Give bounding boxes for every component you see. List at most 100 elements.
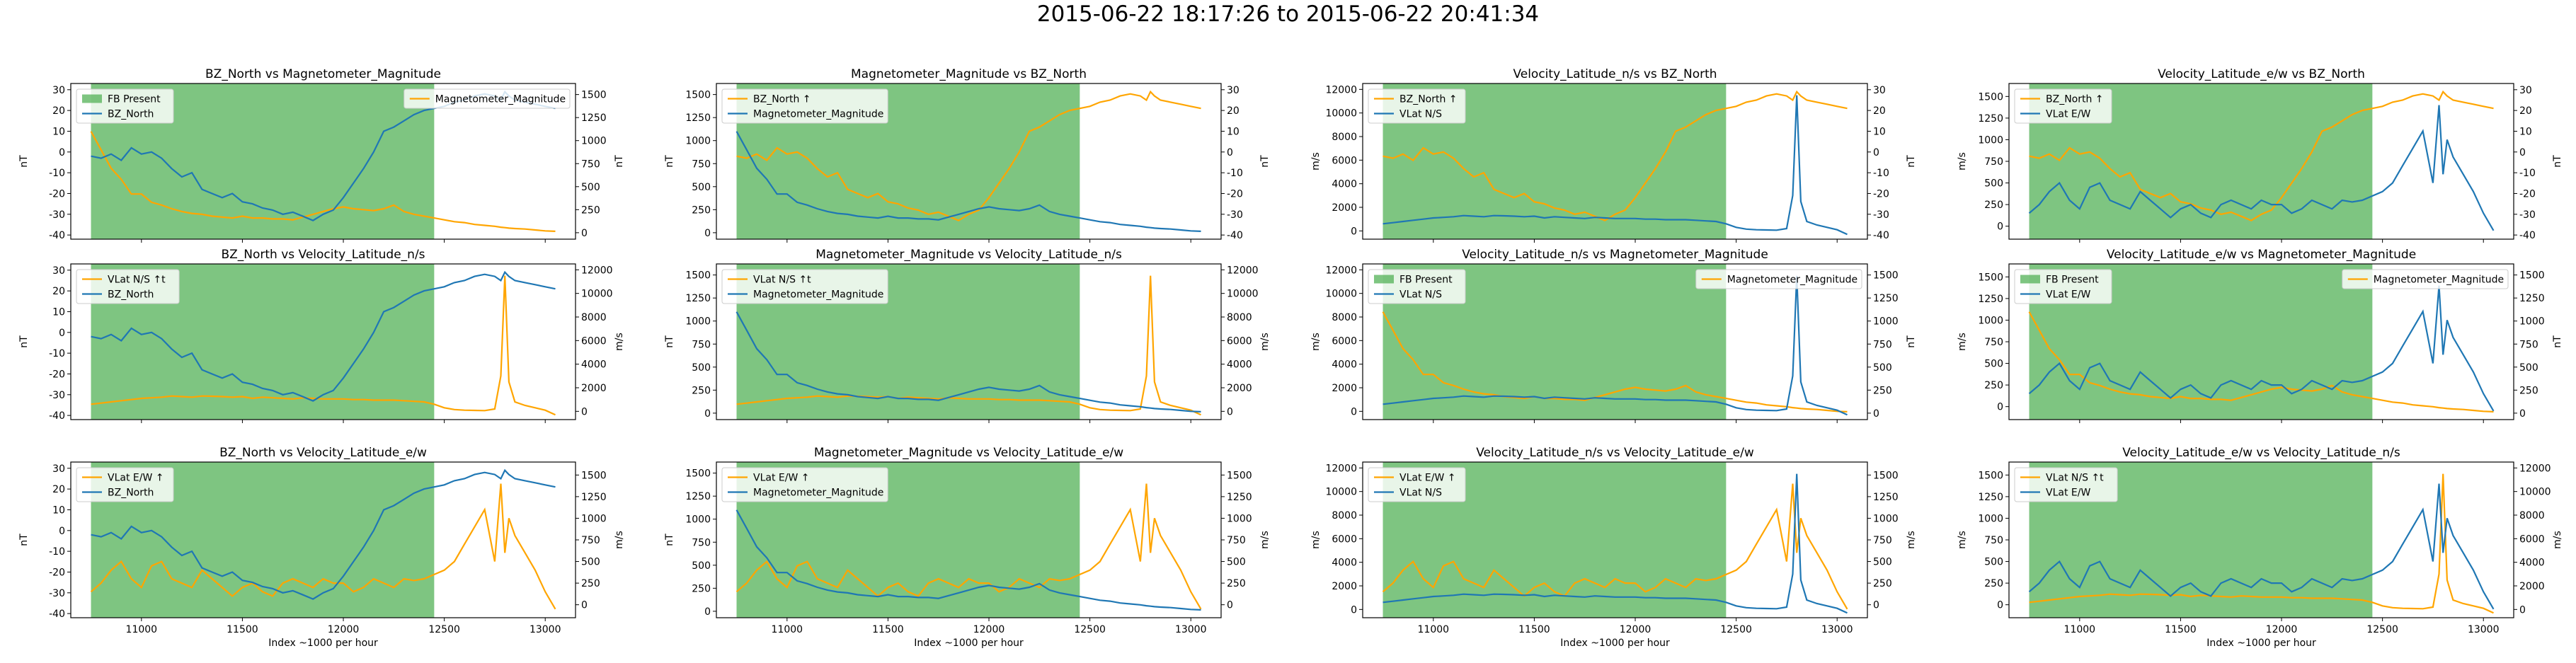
right-tick-label: 2000: [1227, 383, 1252, 394]
right-tick-label: 1250: [1227, 492, 1252, 503]
right-tick-label: 1000: [1873, 513, 1899, 524]
left-tick-label: 0: [1351, 604, 1357, 616]
left-tick-label: 250: [692, 385, 711, 396]
right-tick-label: 2000: [581, 383, 607, 394]
subplot-title: BZ_North vs Velocity_Latitude_e/w: [219, 446, 427, 460]
left-tick-label: 750: [1984, 535, 2003, 546]
right-tick-label: 0: [1227, 600, 1233, 611]
right-tick-label: -30: [1227, 209, 1243, 221]
right-tick-label: 1500: [1873, 470, 1899, 481]
axes-frame: [70, 263, 576, 420]
right-tick-label: -30: [2519, 209, 2536, 221]
left-tick-label: 1250: [1978, 294, 2003, 305]
x-tick-label: 11000: [2064, 624, 2096, 635]
right-tick-label: 8000: [581, 312, 607, 323]
subplot-8: BZ_North vs Velocity_Latitude_e/w -40 -30 -…: [18, 446, 625, 649]
right-tick-label: 6000: [2519, 534, 2545, 545]
right-tick-label: 0: [581, 406, 588, 417]
left-tick-label: 500: [692, 362, 711, 374]
x-tick-label: 11000: [1418, 624, 1450, 635]
legend-label: Magnetometer_Magnitude: [2374, 275, 2504, 286]
x-tick-label: 11000: [126, 624, 158, 635]
x-tick-label: 12000: [2266, 624, 2298, 635]
left-tick-label: 1000: [1978, 315, 2003, 326]
x-tick-label: 11000: [772, 624, 803, 635]
subplot-title: Velocity_Latitude_e/w vs Magnetometer_Ma…: [2107, 248, 2416, 262]
series-line-primary: [91, 468, 556, 600]
legend-swatch: [82, 94, 102, 103]
legend-label: VLat E/W: [2046, 289, 2090, 301]
right-axis-label: nT: [1906, 335, 1917, 348]
legend: BZ_North ↑ Magnetometer_Magnitude: [721, 88, 888, 124]
left-tick-label: 1250: [685, 113, 711, 124]
legend: FB Present BZ_North: [76, 88, 174, 124]
legend-label: Magnetometer_Magnitude: [435, 94, 566, 105]
left-tick-label: 20: [52, 105, 65, 117]
series-line-secondary: [1383, 90, 1848, 221]
right-tick-label: 0: [1227, 147, 1233, 158]
legend-label: VLat N/S: [1399, 289, 1442, 301]
left-tick-label: 1500: [685, 270, 711, 282]
series-line-primary: [1383, 473, 1848, 614]
left-tick-label: 750: [692, 158, 711, 170]
left-tick-label: 1500: [685, 468, 711, 480]
right-tick-label: 10000: [1227, 289, 1259, 300]
left-tick-label: 500: [1984, 359, 2003, 370]
subplot-title: Velocity_Latitude_e/w vs BZ_North: [2158, 67, 2365, 81]
right-tick-label: 750: [2519, 339, 2538, 350]
right-tick-label: 0: [2519, 147, 2526, 158]
left-tick-label: 250: [1984, 578, 2003, 589]
x-axis-label: Index ~1000 per hour: [914, 638, 1024, 649]
left-tick-label: -20: [49, 188, 65, 200]
series-line-primary: [2028, 483, 2495, 610]
left-tick-label: 1500: [685, 90, 711, 101]
right-tick-label: 1500: [1873, 270, 1899, 282]
legend-swatch: [2020, 275, 2040, 284]
right-tick-label: 0: [1873, 147, 1879, 158]
right-tick-label: 750: [1873, 339, 1892, 350]
series-line-secondary: [90, 483, 556, 610]
subplot-4: BZ_North vs Velocity_Latitude_n/s -40 -30 -…: [18, 248, 625, 423]
left-tick-label: -30: [49, 209, 65, 221]
left-axis-label: nT: [664, 155, 675, 168]
left-axis-label: m/s: [1957, 531, 1968, 549]
legend-label: VLat N/S ↑t: [108, 275, 166, 286]
legend-label: VLat E/W: [2046, 488, 2090, 499]
left-tick-label: -20: [49, 567, 65, 578]
right-tick-label: 20: [2519, 105, 2532, 117]
legend: VLat E/W ↑ VLat N/S: [1368, 467, 1466, 502]
right-tick-label: -20: [1873, 188, 1889, 200]
right-tick-label: 500: [1227, 557, 1246, 568]
right-tick-label: 8000: [1227, 312, 1252, 323]
axes-frame: [1362, 263, 1868, 420]
x-tick-label: 11500: [2165, 624, 2197, 635]
left-tick-label: 30: [52, 265, 65, 277]
left-axis-label: nT: [18, 534, 30, 546]
series-line-primary: [2028, 285, 2495, 412]
legend-label: FB Present: [108, 94, 161, 105]
legend-label: BZ_North: [108, 289, 154, 301]
legend-box: [1695, 269, 1862, 289]
subplot-title: Magnetometer_Magnitude vs Velocity_Latit…: [814, 446, 1123, 460]
right-tick-label: 10: [1227, 126, 1240, 137]
right-tick-label: -40: [1227, 230, 1243, 241]
left-tick-label: 250: [1984, 200, 2003, 211]
right-tick-label: 12000: [1227, 265, 1259, 276]
left-tick-label: 0: [59, 526, 65, 537]
x-tick-label: 12000: [1620, 624, 1651, 635]
left-tick-label: 6000: [1332, 155, 1357, 166]
left-axis-label: nT: [18, 335, 30, 348]
legend-label: BZ_North: [108, 109, 154, 120]
right-tick-label: 1250: [581, 492, 607, 503]
axes-frame: [1362, 83, 1868, 240]
legend-label: BZ_North ↑: [1399, 94, 1458, 105]
left-tick-label: 20: [52, 484, 65, 495]
right-tick-label: 1500: [581, 470, 607, 481]
left-tick-label: 30: [52, 85, 65, 96]
legend-label: VLat E/W ↑: [108, 473, 164, 484]
left-tick-label: 250: [692, 583, 711, 594]
left-axis-label: nT: [18, 155, 30, 168]
subplot-title: BZ_North vs Magnetometer_Magnitude: [205, 67, 441, 81]
